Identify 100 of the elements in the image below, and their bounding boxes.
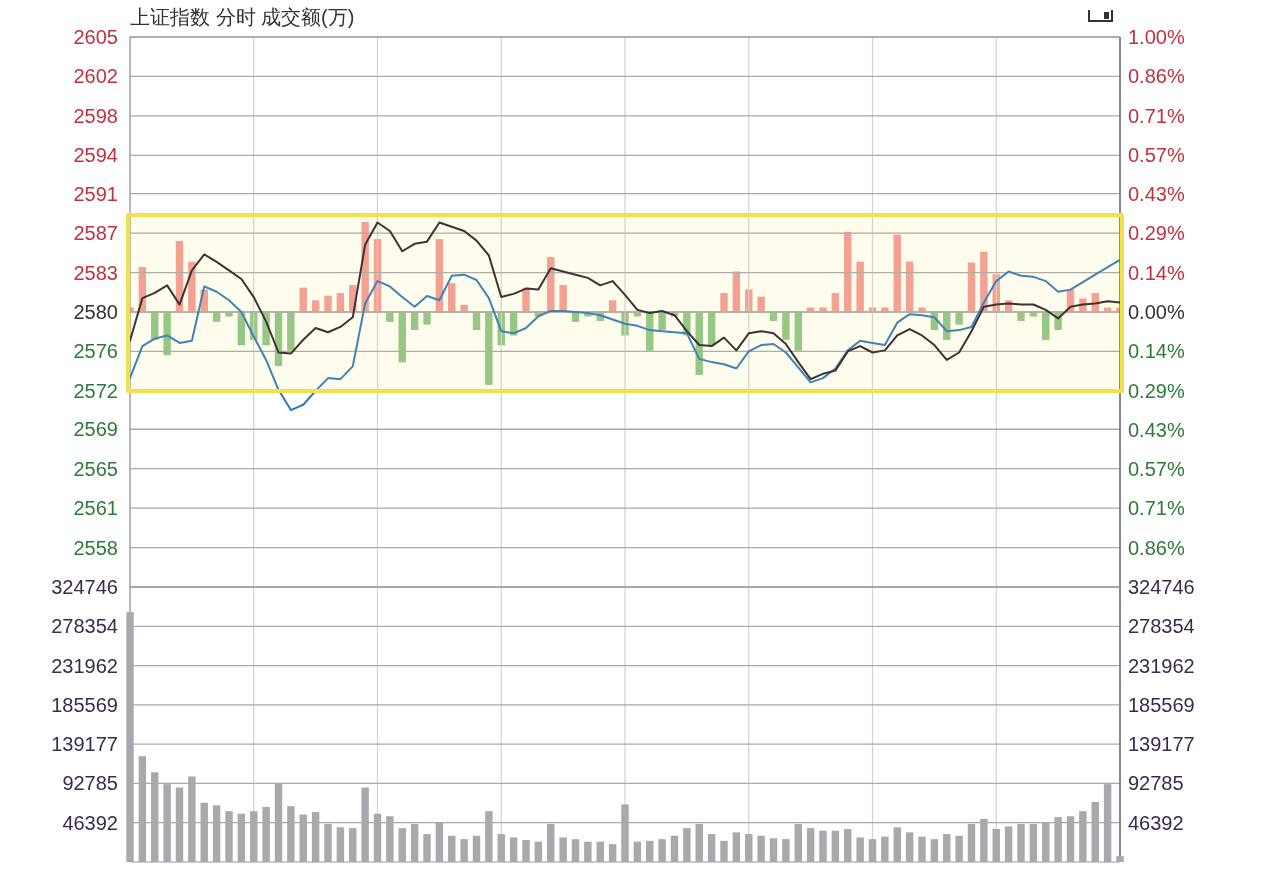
bar: [992, 828, 1000, 862]
bar: [584, 841, 592, 862]
chart-title: 上证指数 分时 成交额(万): [130, 6, 355, 28]
bar: [646, 840, 654, 862]
bar: [1004, 826, 1013, 862]
bar: [782, 312, 790, 340]
y2-tick-label: 185569: [1128, 693, 1195, 716]
y2-tick-label: 0.14%: [1128, 261, 1185, 284]
bar: [398, 312, 406, 363]
bar: [905, 832, 914, 862]
bar: [386, 312, 394, 322]
bar: [225, 312, 233, 317]
bar: [1042, 312, 1050, 340]
y2-tick-label: 0.86%: [1128, 536, 1185, 559]
bar: [844, 828, 852, 862]
y2-tick-label: 0.57%: [1128, 143, 1185, 166]
bar: [534, 841, 543, 862]
bar: [720, 293, 728, 312]
bar: [955, 312, 963, 325]
bar: [757, 835, 765, 862]
y-tick-label: 92785: [62, 772, 118, 795]
y2-tick-label: 0.43%: [1128, 418, 1185, 441]
y-tick-label: 2569: [73, 418, 118, 441]
y2-tick-label: 0.43%: [1128, 183, 1185, 206]
y-tick-label: 2561: [73, 497, 118, 520]
y-tick-label: 2587: [73, 222, 118, 245]
bar: [683, 828, 691, 862]
y2-tick-label: 0.14%: [1128, 340, 1185, 363]
y2-tick-label: 278354: [1128, 615, 1195, 638]
bar: [559, 285, 567, 312]
bar: [905, 261, 914, 312]
bar: [633, 841, 642, 862]
bar: [930, 839, 939, 862]
bar: [745, 834, 753, 862]
bar: [460, 839, 468, 862]
y-tick-label: 2591: [73, 182, 118, 205]
y-tick-label: 2580: [73, 301, 118, 323]
bar: [349, 828, 357, 862]
bar: [336, 293, 345, 312]
bar: [769, 838, 778, 862]
bar: [757, 296, 765, 312]
bar: [559, 837, 567, 862]
bar: [423, 834, 431, 862]
line-series: [129, 258, 1121, 412]
y-tick-label: 2576: [73, 340, 118, 363]
y2-tick-label: 324746: [1128, 576, 1195, 598]
bar: [782, 839, 790, 862]
bar: [955, 835, 963, 862]
bar: [1116, 856, 1124, 862]
bar: [806, 828, 815, 862]
bar: [163, 312, 171, 356]
y-tick-label: 278354: [51, 615, 118, 638]
bar: [893, 234, 901, 312]
y-tick-label: 185569: [51, 693, 118, 716]
bar: [497, 834, 505, 862]
y2-tick-label: 0.29%: [1128, 222, 1185, 245]
y-tick-label: 2583: [73, 261, 118, 284]
bar: [720, 840, 728, 862]
bar: [819, 830, 827, 862]
y2-tick-label: 0.00%: [1128, 301, 1185, 323]
bar: [831, 830, 840, 862]
y2-tick-label: 0.71%: [1128, 104, 1185, 127]
bar: [324, 295, 332, 312]
y2-tick-label: 0.71%: [1128, 497, 1185, 520]
y-tick-label: 231962: [51, 654, 118, 677]
bar: [522, 287, 530, 312]
bar: [868, 839, 877, 862]
bar: [831, 293, 840, 312]
bar: [460, 304, 468, 312]
y-tick-label: 2605: [73, 26, 118, 48]
y2-tick-label: 0.86%: [1128, 65, 1185, 88]
bar: [856, 261, 864, 312]
bar: [658, 312, 666, 330]
bar: [423, 312, 431, 325]
bar: [287, 312, 295, 351]
bar: [398, 828, 406, 862]
bar: [485, 312, 493, 385]
bar: [732, 832, 741, 862]
bar: [188, 261, 196, 312]
y-tick-label: 2558: [73, 536, 118, 559]
y-tick-label: 139177: [51, 733, 118, 756]
bar: [448, 835, 456, 862]
bar: [509, 837, 518, 862]
y2-tick-label: 92785: [1128, 772, 1184, 795]
y2-tick-label: 0.29%: [1128, 379, 1185, 402]
y2-tick-label: 231962: [1128, 654, 1195, 677]
bar: [918, 836, 926, 862]
y-tick-label: 46392: [62, 811, 118, 834]
bar: [881, 836, 889, 862]
bar: [522, 839, 530, 862]
y-tick-label: 2602: [73, 65, 118, 88]
bar: [658, 839, 666, 862]
bar: [1017, 312, 1025, 321]
bar: [794, 312, 802, 351]
y2-tick-label: 46392: [1128, 811, 1184, 834]
y-tick-label: 324746: [51, 576, 118, 598]
bar: [608, 844, 617, 862]
y2-tick-label: 0.57%: [1128, 458, 1185, 481]
bar: [670, 835, 679, 862]
y-tick-label: 2572: [73, 379, 118, 402]
